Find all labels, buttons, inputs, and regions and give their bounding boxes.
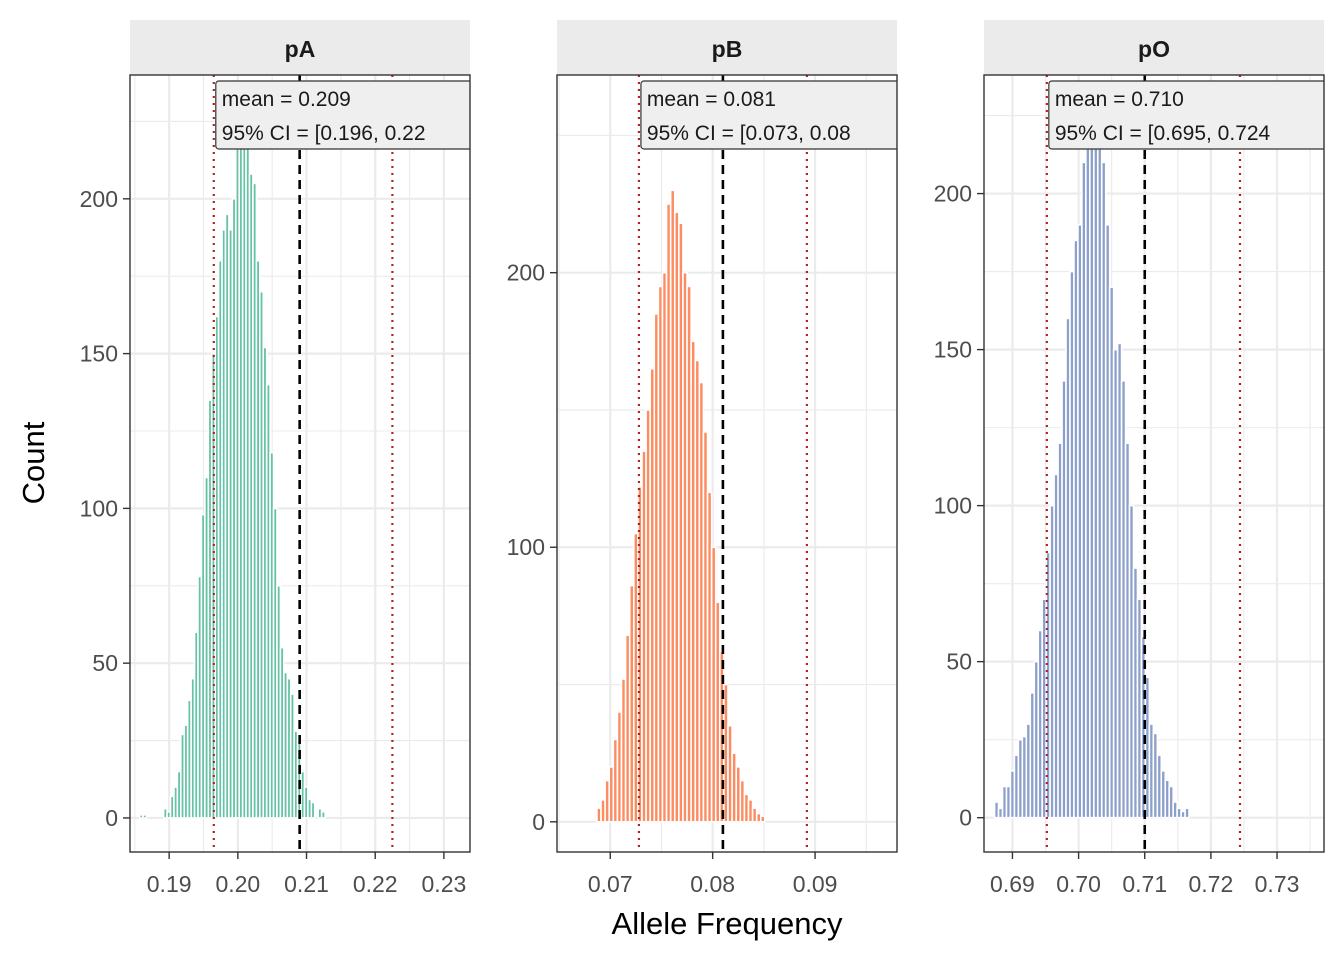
y-tick-label: 0 [532, 809, 545, 835]
histogram-bar [1184, 807, 1190, 819]
panel-border [556, 74, 898, 853]
x-tick-label: 0.19 [147, 871, 192, 897]
histogram-bar [310, 801, 316, 819]
histogram-bars [993, 83, 1190, 819]
y-tick-label: 0 [105, 805, 118, 831]
annotation-label: mean = 0.209 95% CI = [0.196, 0.22 [215, 80, 470, 150]
x-tick-label: 0.09 [793, 871, 838, 897]
x-tick-label: 0.70 [1056, 871, 1101, 897]
y-tick-label: 50 [92, 650, 118, 676]
x-axis-title: Allele Frequency [612, 906, 843, 941]
x-tick-label: 0.21 [284, 871, 329, 897]
y-tick-label: 200 [80, 186, 118, 212]
x-tick-label: 0.08 [690, 871, 735, 897]
panel-pB: pB mean = 0.081 95% CI = [0.073, 0.08 0.07 0… [507, 20, 898, 897]
y-tick-label: 150 [80, 341, 118, 367]
gridlines [557, 75, 897, 852]
annotation-box [640, 80, 897, 150]
histogram-bar [142, 814, 148, 819]
annotation-ci-text: 95% CI = [0.695, 0.724 [1055, 122, 1271, 145]
annotation-mean-text: mean = 0.081 [647, 88, 776, 111]
histogram-bar [320, 810, 326, 819]
annotation-mean-text: mean = 0.710 [1055, 88, 1184, 111]
panel-pO: pO mean = 0.710 95% CI = [0.695, 0.724 0.69… [934, 20, 1325, 897]
y-tick-label: 100 [80, 495, 118, 521]
y-tick-label: 200 [507, 260, 545, 286]
annotation-box [215, 80, 470, 150]
y-tick-label: 150 [934, 337, 972, 363]
annotation-label: mean = 0.710 95% CI = [0.695, 0.724 [1048, 80, 1324, 150]
strip-label: pA [285, 36, 316, 62]
x-tick-label: 0.07 [588, 871, 633, 897]
y-tick-label: 0 [959, 805, 972, 831]
strip-background [984, 20, 1324, 75]
annotation-ci-text: 95% CI = [0.073, 0.08 [647, 122, 851, 145]
strip-background [557, 20, 897, 75]
x-tick-label: 0.23 [422, 871, 467, 897]
panel-pA: pA mean = 0.209 95% CI = [0.196, 0.22 0.19 0… [80, 20, 471, 897]
y-tick-label: 100 [507, 534, 545, 560]
annotation-ci-text: 95% CI = [0.196, 0.22 [222, 122, 426, 145]
x-tick-label: 0.22 [353, 871, 398, 897]
annotation-label: mean = 0.081 95% CI = [0.073, 0.08 [640, 80, 897, 150]
x-tick-label: 0.71 [1122, 871, 1167, 897]
x-tick-label: 0.72 [1189, 871, 1234, 897]
y-tick-label: 200 [934, 181, 972, 207]
panel-border [129, 74, 471, 853]
x-tick-label: 0.69 [990, 871, 1035, 897]
y-tick-label: 100 [934, 493, 972, 519]
x-tick-label: 0.73 [1255, 871, 1300, 897]
annotation-box [1048, 80, 1324, 150]
strip-background [130, 20, 470, 75]
histogram-bar [759, 815, 766, 823]
strip-label: pB [712, 36, 743, 62]
y-tick-label: 50 [946, 649, 972, 675]
y-axis-title: Count [16, 421, 51, 504]
panel-border [983, 74, 1325, 853]
strip-label: pO [1138, 36, 1170, 62]
annotation-mean-text: mean = 0.209 [222, 88, 351, 111]
x-tick-label: 0.20 [215, 871, 260, 897]
